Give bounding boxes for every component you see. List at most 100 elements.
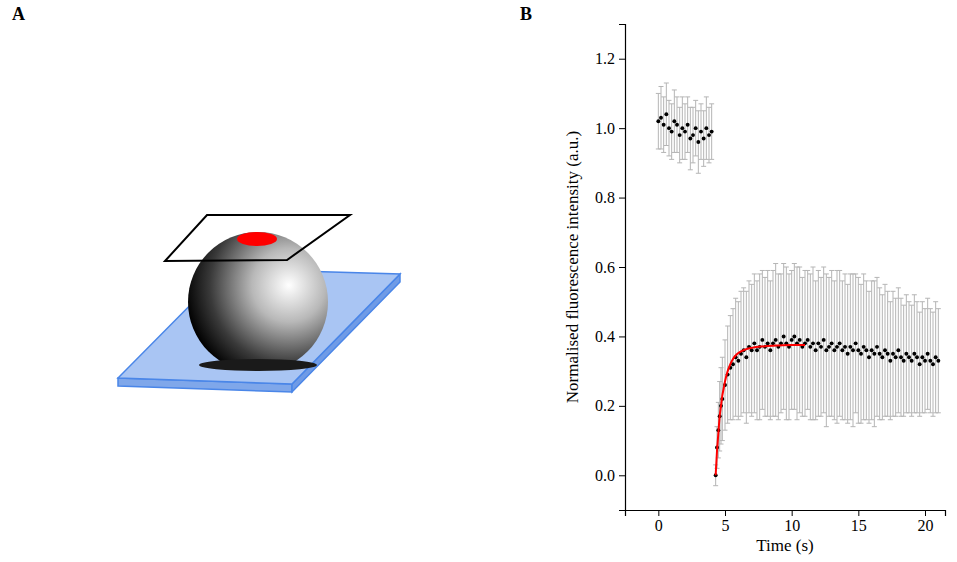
panel-letter: A xyxy=(12,4,25,24)
error-bar xyxy=(896,288,901,413)
tick-mark xyxy=(858,510,859,516)
tick: 20 xyxy=(918,510,934,534)
tick-mark xyxy=(619,336,625,337)
point xyxy=(710,130,714,134)
fit-line xyxy=(716,345,805,475)
error-bar xyxy=(736,302,741,420)
error-bar xyxy=(691,107,696,163)
error-bar xyxy=(835,270,840,423)
error-bar xyxy=(709,104,714,160)
point xyxy=(678,133,682,137)
point xyxy=(934,355,938,359)
error-bar xyxy=(821,267,826,413)
tick-label: 20 xyxy=(918,517,934,534)
tick-label: 0.8 xyxy=(595,189,615,206)
error-bar xyxy=(661,97,666,153)
error-bar xyxy=(877,288,882,420)
focal-plane xyxy=(165,215,350,261)
error-bar xyxy=(685,97,690,153)
point xyxy=(838,341,842,345)
error-bar xyxy=(805,270,810,409)
tick: 0.8 xyxy=(595,189,625,206)
tick-mark xyxy=(725,510,726,516)
tick-mark xyxy=(619,406,625,407)
error-bar xyxy=(808,274,813,420)
point xyxy=(856,348,860,352)
point xyxy=(878,352,882,356)
point xyxy=(910,359,914,363)
point xyxy=(792,334,796,338)
error-bar xyxy=(904,295,909,413)
point xyxy=(822,338,826,342)
point xyxy=(899,355,903,359)
error-bar xyxy=(787,274,792,420)
y-axis-title: Normalised fluorescence intensity (a.u.) xyxy=(563,131,582,403)
error-bar xyxy=(856,277,861,423)
plot-area xyxy=(656,83,941,486)
axis-line xyxy=(626,511,946,517)
error-bar xyxy=(893,298,898,416)
error-bar xyxy=(744,291,749,423)
point xyxy=(760,338,764,342)
error-bar xyxy=(749,284,754,416)
error-bar xyxy=(771,270,776,416)
point xyxy=(851,348,855,352)
error-bar xyxy=(773,264,778,417)
point xyxy=(790,338,794,342)
point xyxy=(696,140,700,144)
error-bar xyxy=(891,291,896,416)
error-bar xyxy=(931,312,936,416)
error-bar xyxy=(693,100,698,156)
error-bar xyxy=(688,107,693,169)
point xyxy=(915,355,919,359)
error-bar xyxy=(859,284,864,423)
error-bar xyxy=(792,264,797,410)
error-bar xyxy=(699,104,704,160)
error-bar xyxy=(739,291,744,416)
error-bar xyxy=(784,267,789,420)
tick-label: 0 xyxy=(655,517,663,534)
point xyxy=(928,359,932,363)
tick: 0.2 xyxy=(595,397,625,414)
tick-label: 0.6 xyxy=(595,259,615,276)
bleach-spot xyxy=(237,232,277,246)
error-bar xyxy=(696,111,701,173)
tick-label: 0.0 xyxy=(595,467,615,484)
error-bar xyxy=(936,309,941,413)
tick-label: 1.2 xyxy=(595,50,615,67)
error-bar xyxy=(824,274,829,427)
point xyxy=(744,355,748,359)
point xyxy=(880,355,884,359)
error-bar xyxy=(925,298,930,409)
point xyxy=(702,137,706,141)
point xyxy=(766,341,770,345)
error-bar xyxy=(909,305,914,416)
tick-label: 1.0 xyxy=(595,120,615,137)
tick-label: 0.2 xyxy=(595,397,615,414)
sphere-base xyxy=(199,359,317,371)
tick: 1.0 xyxy=(595,120,625,137)
error-bar xyxy=(747,281,752,413)
error-bar xyxy=(776,274,781,420)
point xyxy=(736,359,740,363)
error-bar xyxy=(789,270,794,409)
tick: 10 xyxy=(784,510,800,534)
error-bars xyxy=(656,83,941,486)
tick-mark xyxy=(619,128,625,129)
error-bar xyxy=(813,281,818,420)
tick: 15 xyxy=(851,510,867,534)
error-bar xyxy=(869,281,874,420)
point xyxy=(923,359,927,363)
error-bar xyxy=(840,281,845,420)
error-bar xyxy=(816,270,821,416)
error-bar xyxy=(669,104,674,160)
error-bar xyxy=(827,277,832,416)
y-axis: 0.00.20.40.60.81.01.2 xyxy=(595,25,626,511)
point xyxy=(672,119,676,123)
tick: 0.6 xyxy=(595,259,625,276)
point xyxy=(875,345,879,349)
point xyxy=(891,352,895,356)
tick: 1.2 xyxy=(595,50,625,67)
chart: 051015200.00.20.40.60.81.01.2Time (s)Nor… xyxy=(563,25,946,556)
points xyxy=(656,112,940,477)
